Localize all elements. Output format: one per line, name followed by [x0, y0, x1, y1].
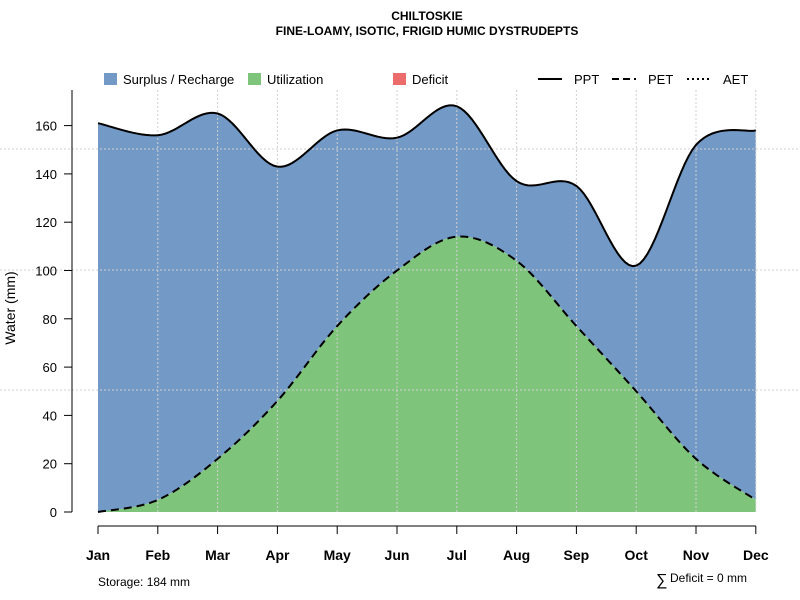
legend-label: PPT [574, 72, 599, 87]
y-tick-label: 100 [35, 264, 57, 279]
y-tick-label: 0 [50, 505, 57, 520]
legend-item-deficit: Deficit [393, 72, 449, 87]
pet-line [97, 235, 757, 513]
legend-label: Utilization [267, 72, 323, 87]
y-tick-label: 140 [35, 167, 57, 182]
y-tick-label: 120 [35, 215, 57, 230]
legend-swatch [393, 73, 406, 85]
sum-symbol: ∑ [656, 572, 667, 589]
y-tick-label: 80 [43, 312, 57, 327]
deficit-total-label: Deficit = 0 mm [670, 571, 747, 585]
x-tick-label: Nov [683, 547, 710, 563]
y-tick-label: 160 [35, 119, 57, 134]
legend-label: PET [648, 72, 673, 87]
chart-subtitle: FINE-LOAMY, ISOTIC, FRIGID HUMIC DYSTRUD… [276, 24, 579, 38]
x-tick-label: Mar [205, 547, 230, 563]
x-tick-label: May [324, 547, 351, 563]
legend-item-pet: PET [612, 72, 673, 87]
x-tick-label: Oct [625, 547, 649, 563]
legend-label: Surplus / Recharge [123, 72, 234, 87]
x-tick-label: Sep [564, 547, 590, 563]
legend-item-utilization: Utilization [248, 72, 323, 87]
chart-legend: Surplus / Recharge Utilization Deficit PPT P… [104, 72, 748, 87]
x-tick-label: Dec [743, 547, 769, 563]
x-tick-label: Jun [385, 547, 410, 563]
x-tick-label: Jan [86, 547, 110, 563]
x-tick-label: Aug [503, 547, 530, 563]
x-axis: Jan Feb Mar Apr May Jun Jul Aug Sep Oct Nov Dec [86, 525, 769, 563]
utilization-area [98, 236, 756, 512]
legend-label: AET [723, 72, 748, 87]
chart-title: CHILTOSKIE [391, 9, 463, 23]
x-tick-label: Feb [145, 547, 170, 563]
y-axis: 0 20 40 60 80 100 120 140 160 [35, 90, 73, 520]
storage-label: Storage: 184 mm [98, 575, 190, 589]
ppt-line [97, 104, 756, 268]
y-tick-label: 20 [43, 457, 57, 472]
legend-item-ppt: PPT [538, 72, 599, 87]
y-tick-label: 40 [43, 408, 57, 423]
legend-label: Deficit [412, 72, 449, 87]
grid [0, 90, 800, 512]
legend-swatch [248, 73, 261, 85]
y-axis-label: Water (mm) [2, 271, 18, 344]
x-tick-label: Apr [265, 547, 290, 563]
legend-item-aet: AET [687, 72, 748, 87]
legend-swatch [104, 73, 117, 85]
y-tick-label: 60 [43, 360, 57, 375]
legend-item-surplus-recharge: Surplus / Recharge [104, 72, 234, 87]
x-tick-label: Jul [447, 547, 467, 563]
